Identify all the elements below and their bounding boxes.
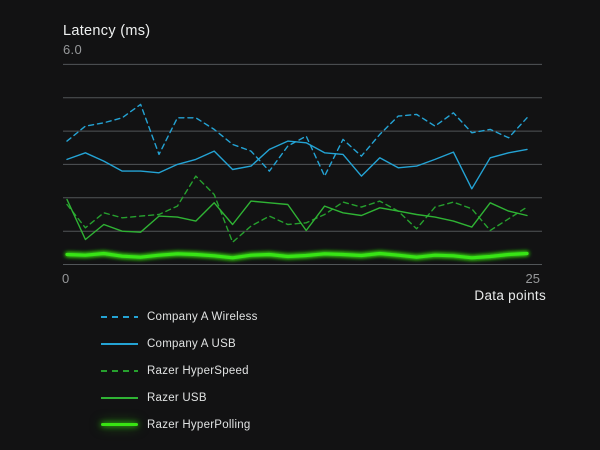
data-series-lines bbox=[65, 103, 529, 260]
legend-label: Company A USB bbox=[147, 337, 236, 350]
legend-item-razer-hyperpolling[interactable]: Razer HyperPolling bbox=[101, 411, 258, 438]
legend-item-razer-usb[interactable]: Razer USB bbox=[101, 384, 258, 411]
x-axis-max-label: 25 bbox=[525, 271, 540, 286]
horizontal-gridlines bbox=[63, 63, 542, 265]
legend: Company A Wireless Company A USB Razer H… bbox=[101, 303, 258, 438]
legend-swatch-dashed-green-line bbox=[101, 369, 138, 372]
legend-label: Razer HyperPolling bbox=[147, 418, 251, 431]
x-axis-min-label: 0 bbox=[62, 271, 70, 286]
chart-title: Latency (ms) bbox=[63, 23, 151, 39]
legend-item-company-a-wireless[interactable]: Company A Wireless bbox=[101, 303, 258, 330]
y-axis-max-label: 6.0 bbox=[63, 42, 82, 57]
line-chart-plot-area bbox=[63, 63, 542, 265]
legend-swatch-solid-blue-line bbox=[101, 342, 138, 345]
legend-swatch-thick-glow-green-line bbox=[101, 423, 138, 426]
legend-item-company-a-usb[interactable]: Company A USB bbox=[101, 330, 258, 357]
legend-label: Razer HyperSpeed bbox=[147, 364, 249, 377]
legend-item-razer-hyperspeed[interactable]: Razer HyperSpeed bbox=[101, 357, 258, 384]
x-axis-title: Data points bbox=[474, 288, 546, 303]
legend-swatch-solid-green-line bbox=[101, 396, 138, 399]
legend-label: Razer USB bbox=[147, 391, 207, 404]
legend-swatch-dashed-blue-line bbox=[101, 315, 138, 318]
legend-label: Company A Wireless bbox=[147, 310, 258, 323]
